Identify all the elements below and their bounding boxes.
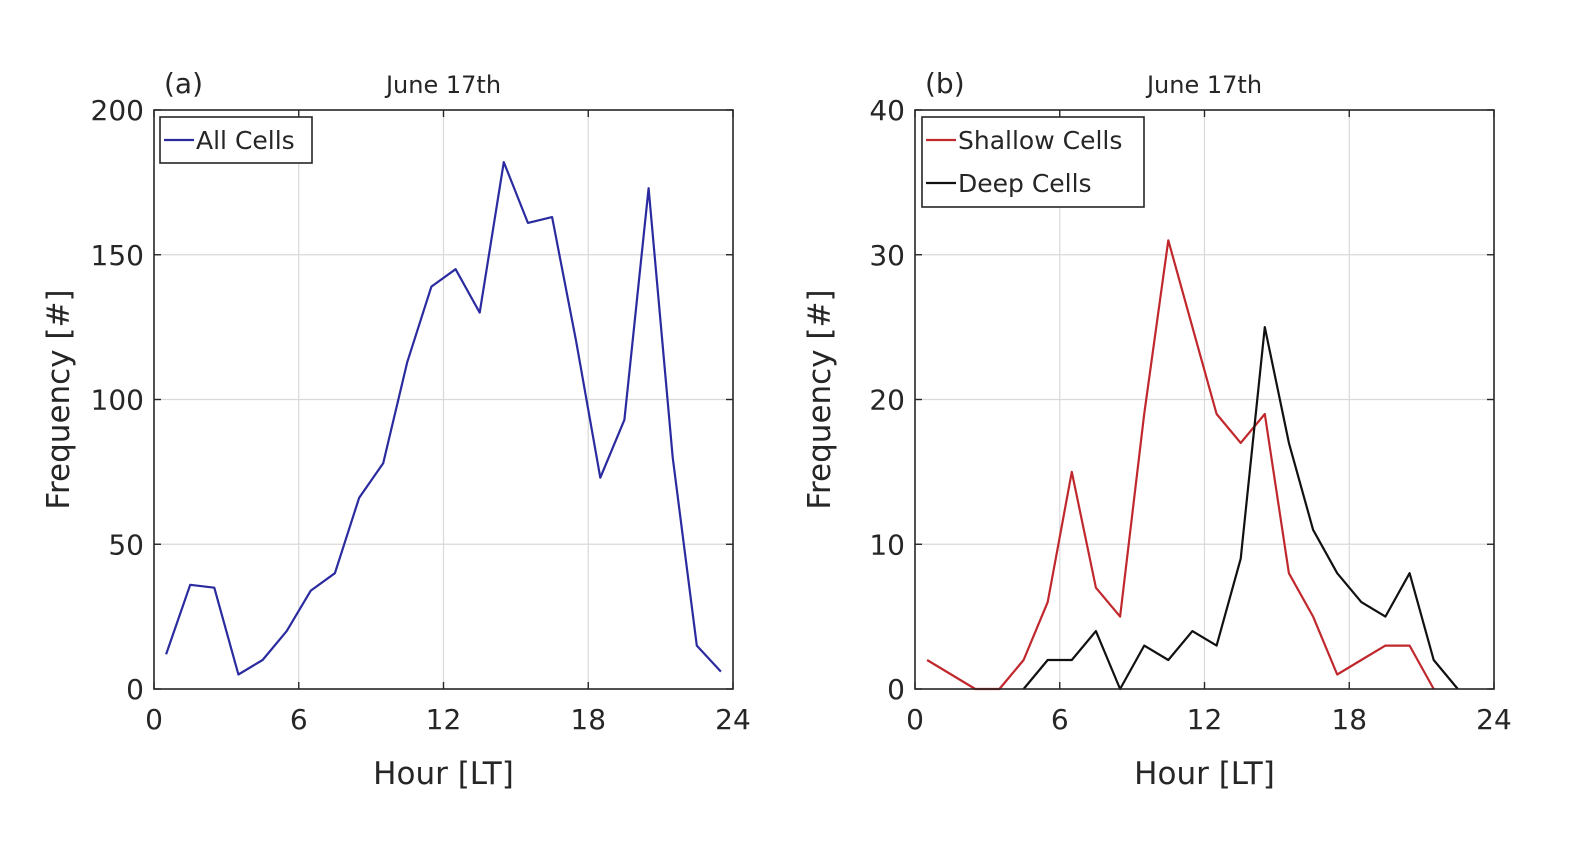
chart-title: June 17th <box>1145 71 1262 99</box>
legend-entry: All Cells <box>196 126 295 155</box>
x-tick-label: 0 <box>145 703 163 736</box>
panel-b: 0 6 12 18 24 0 10 20 30 40 Hour [LT] Frequency [#] J… <box>802 67 1512 792</box>
x-tick-label: 6 <box>1051 703 1069 736</box>
y-tick-label: 0 <box>126 673 144 706</box>
x-tick-label: 24 <box>715 703 751 736</box>
panel-label: (a) <box>164 67 203 100</box>
panel-a: 0 6 12 18 24 0 50 100 150 200 Hour [LT] Frequency [… <box>41 67 751 792</box>
series-line-deep-cells <box>1022 326 1459 691</box>
x-tick-label: 12 <box>426 703 462 736</box>
x-tick-label: 24 <box>1476 703 1512 736</box>
y-tick-label: 10 <box>869 528 905 561</box>
x-tick-label: 0 <box>906 703 924 736</box>
x-axis-label: Hour [LT] <box>1134 756 1275 792</box>
y-tick-label: 0 <box>887 673 905 706</box>
legend: Shallow Cells Deep Cells <box>921 116 1145 208</box>
series-line-shallow-cells <box>926 239 1435 691</box>
y-tick-label: 30 <box>869 239 905 272</box>
x-axis-label: Hour [LT] <box>373 756 514 792</box>
legend-entry: Deep Cells <box>958 169 1092 198</box>
x-tick-label: 12 <box>1187 703 1223 736</box>
x-tick-label: 18 <box>570 703 606 736</box>
series-line-all-cells <box>165 161 722 676</box>
y-axis-label: Frequency [#] <box>802 289 838 509</box>
legend-box <box>921 116 1145 208</box>
x-tick-label: 6 <box>290 703 308 736</box>
y-tick-label: 200 <box>91 94 144 127</box>
legend-entry: Shallow Cells <box>958 126 1122 155</box>
panel-label: (b) <box>925 67 965 100</box>
y-axis-label: Frequency [#] <box>41 289 77 509</box>
y-tick-label: 150 <box>91 239 144 272</box>
x-tick-label: 18 <box>1331 703 1367 736</box>
chart-title: June 17th <box>384 71 501 99</box>
legend: All Cells <box>159 116 313 164</box>
y-tick-label: 20 <box>869 384 905 417</box>
y-tick-label: 100 <box>91 384 144 417</box>
y-tick-label: 50 <box>108 528 144 561</box>
y-tick-label: 40 <box>869 94 905 127</box>
